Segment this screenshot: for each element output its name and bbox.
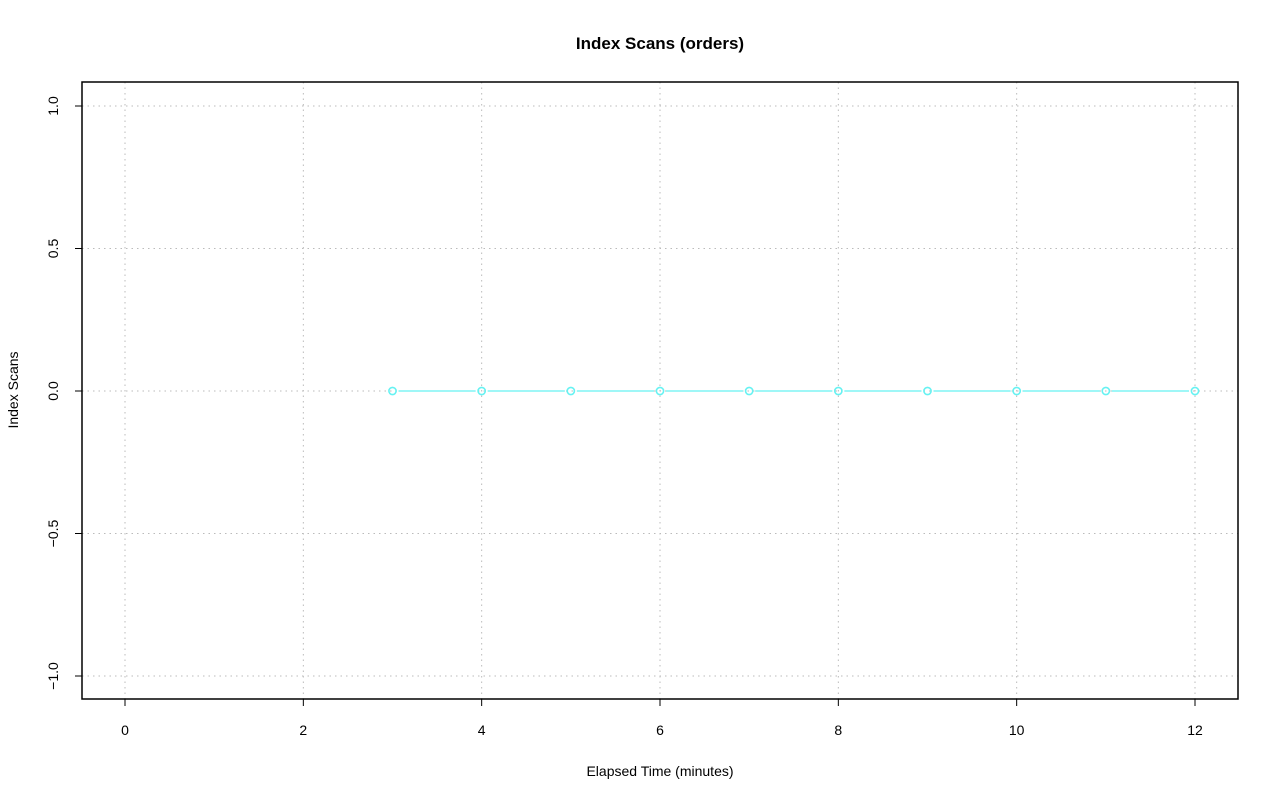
data-point xyxy=(655,386,665,396)
x-tick-label: 12 xyxy=(1187,722,1203,738)
x-axis-label: Elapsed Time (minutes) xyxy=(586,763,733,779)
x-tick-label: 8 xyxy=(834,722,842,738)
y-tick-label: −0.5 xyxy=(45,519,61,547)
y-axis-label: Index Scans xyxy=(5,351,21,428)
data-point xyxy=(744,386,754,396)
data-point xyxy=(566,386,576,396)
y-tick-label: −1.0 xyxy=(45,662,61,690)
data-point xyxy=(923,386,932,396)
data-point xyxy=(1101,386,1111,396)
data-point xyxy=(477,386,487,396)
y-tick-label: 1.0 xyxy=(45,96,61,116)
x-tick-label: 4 xyxy=(478,722,486,738)
y-tick-label: 0.5 xyxy=(45,239,61,259)
data-point xyxy=(1190,386,1200,396)
data-point xyxy=(1012,386,1022,396)
x-tick-label: 6 xyxy=(656,722,664,738)
x-tick-label: 0 xyxy=(121,722,129,738)
chart-title: Index Scans (orders) xyxy=(576,34,744,53)
x-tick-label: 10 xyxy=(1009,722,1025,738)
data-point xyxy=(833,386,843,396)
series xyxy=(388,386,1200,396)
x-tick-label: 2 xyxy=(299,722,307,738)
data-point xyxy=(388,386,397,396)
y-tick-label: 0.0 xyxy=(45,381,61,401)
axes: 0 2 4 6 8 10 12 −1.0 −0.5 0.0 0.5 1.0 xyxy=(45,96,1203,738)
